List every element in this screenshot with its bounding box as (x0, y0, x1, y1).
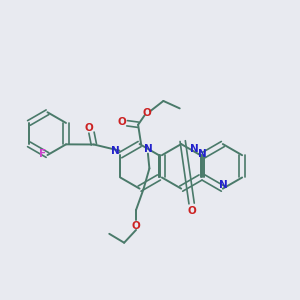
Text: N: N (219, 180, 228, 190)
Text: N: N (143, 144, 152, 154)
Text: O: O (84, 123, 93, 133)
Text: N: N (198, 149, 206, 159)
Text: F: F (39, 148, 46, 159)
Text: O: O (187, 206, 196, 216)
Text: O: O (117, 117, 126, 127)
Text: O: O (143, 108, 152, 118)
Text: N: N (111, 146, 120, 156)
Text: N: N (190, 144, 198, 154)
Text: O: O (132, 221, 140, 231)
